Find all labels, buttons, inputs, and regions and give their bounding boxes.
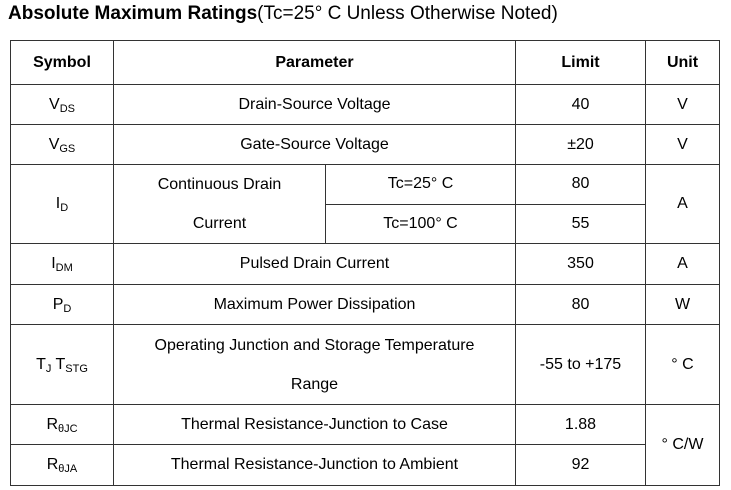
- parameter-cell: Maximum Power Dissipation: [113, 284, 516, 325]
- unit-cell: V: [645, 84, 720, 125]
- table-row: RθJA Thermal Resistance-Junction to Ambi…: [10, 444, 720, 486]
- symbol-cell: IDM: [10, 243, 114, 285]
- parameter-cell: Continuous Drain Current: [113, 164, 326, 244]
- symbol-cell: ID: [10, 164, 114, 244]
- unit-cell: V: [645, 124, 720, 165]
- title-condition: (Tc=25° C Unless Otherwise Noted): [257, 3, 558, 24]
- table-row: RθJC Thermal Resistance-Junction to Case…: [10, 404, 720, 486]
- condition-cell: Tc=25° C: [325, 164, 516, 205]
- parameter-cell: Operating Junction and Storage Temperatu…: [113, 324, 516, 405]
- limit-cell: 40: [515, 84, 646, 125]
- limit-cell: 80: [515, 164, 646, 205]
- limit-cell: -55 to +175: [515, 324, 646, 405]
- table-row: ID Continuous Drain Current Tc=25° C 80 A: [10, 164, 720, 244]
- table-row: VDS Drain-Source Voltage 40 V: [10, 84, 720, 125]
- limit-cell: 80: [515, 284, 646, 325]
- header-row: Symbol Parameter Limit Unit: [10, 40, 720, 85]
- unit-cell: A: [645, 164, 720, 244]
- symbol-cell: RθJA: [10, 444, 114, 486]
- limit-cell: 55: [515, 203, 646, 244]
- ratings-table: Symbol Parameter Limit Unit VDS Drain-So…: [10, 40, 720, 486]
- table-row: IDM Pulsed Drain Current 350 A: [10, 243, 720, 285]
- unit-cell: A: [645, 243, 720, 285]
- parameter-cell: Gate-Source Voltage: [113, 124, 516, 165]
- table-row: Tc=100° C 55: [11, 203, 720, 244]
- unit-cell: ° C/W: [645, 404, 720, 486]
- limit-cell: 92: [515, 444, 646, 486]
- header-parameter: Parameter: [113, 40, 516, 85]
- symbol-cell: TJ TSTG: [10, 324, 114, 405]
- parameter-cell: Thermal Resistance-Junction to Case: [113, 404, 516, 445]
- parameter-cell: Drain-Source Voltage: [113, 84, 516, 125]
- unit-cell: W: [645, 284, 720, 325]
- condition-cell: Tc=100° C: [325, 203, 516, 244]
- table-row: VGS Gate-Source Voltage ±20 V: [10, 124, 720, 165]
- limit-cell: ±20: [515, 124, 646, 165]
- table-row: TJ TSTG Operating Junction and Storage T…: [10, 324, 720, 405]
- symbol-cell: PD: [10, 284, 114, 325]
- title-bold: Absolute Maximum Ratings: [8, 3, 258, 24]
- limit-cell: 350: [515, 243, 646, 285]
- symbol-cell: VGS: [10, 124, 114, 165]
- unit-cell: ° C: [645, 324, 720, 405]
- header-unit: Unit: [645, 40, 720, 85]
- symbol-cell: RθJC: [10, 404, 114, 445]
- parameter-cell: Thermal Resistance-Junction to Ambient: [113, 444, 516, 486]
- header-symbol: Symbol: [10, 40, 114, 85]
- header-limit: Limit: [515, 40, 646, 85]
- limit-cell: 1.88: [515, 404, 646, 445]
- parameter-cell: Pulsed Drain Current: [113, 243, 516, 285]
- symbol-cell: VDS: [10, 84, 114, 125]
- table-row: PD Maximum Power Dissipation 80 W: [10, 284, 720, 325]
- page-title: Absolute Maximum Ratings(Tc=25° C Unless…: [8, 3, 558, 25]
